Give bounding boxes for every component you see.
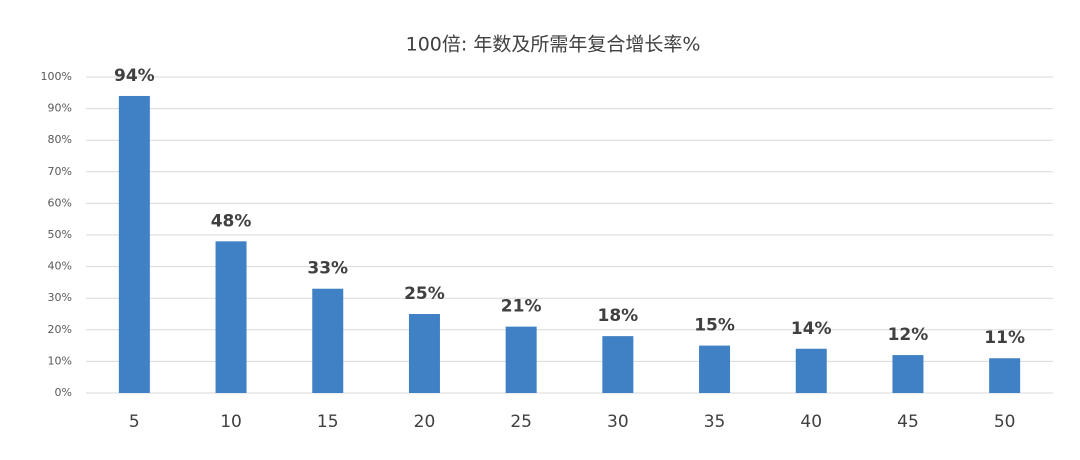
y-tick-label: 90% (48, 102, 72, 115)
value-label: 11% (984, 328, 1025, 348)
y-tick-label: 60% (48, 196, 72, 209)
x-tick-label: 20 (414, 412, 436, 432)
x-tick-label: 40 (800, 412, 822, 432)
bar (795, 348, 827, 393)
bar (215, 241, 247, 393)
y-tick-label: 40% (48, 260, 72, 273)
bar (892, 355, 924, 393)
y-tick-label: 50% (48, 228, 72, 241)
value-label: 25% (404, 284, 445, 304)
bar (505, 326, 537, 393)
bar (312, 288, 344, 393)
x-tick-label: 50 (994, 412, 1016, 432)
x-tick-label: 10 (220, 412, 242, 432)
value-label: 12% (888, 325, 929, 345)
y-tick-label: 80% (48, 133, 72, 146)
value-label: 94% (114, 66, 155, 86)
x-tick-label: 25 (510, 412, 532, 432)
bar (989, 358, 1021, 393)
y-tick-label: 100% (41, 70, 72, 83)
value-label: 48% (211, 211, 252, 231)
bar (118, 95, 150, 394)
y-tick-label: 70% (48, 165, 72, 178)
value-label: 33% (307, 259, 348, 279)
bar (602, 336, 634, 393)
y-tick-label: 10% (48, 354, 72, 367)
bar (408, 314, 440, 393)
x-tick-label: 15 (317, 412, 339, 432)
x-tick-label: 45 (897, 412, 919, 432)
x-tick-label: 35 (704, 412, 726, 432)
value-label: 21% (501, 297, 542, 317)
x-tick-label: 5 (129, 412, 140, 432)
y-tick-label: 30% (48, 291, 72, 304)
value-label: 14% (791, 319, 832, 339)
bar (699, 345, 731, 393)
y-tick-label: 20% (48, 323, 72, 336)
value-label: 15% (694, 316, 735, 336)
chart-title: 100倍: 年数及所需年复合增长率% (406, 34, 701, 56)
value-label: 18% (597, 306, 638, 326)
y-tick-label: 0% (55, 386, 72, 399)
x-tick-label: 30 (607, 412, 629, 432)
